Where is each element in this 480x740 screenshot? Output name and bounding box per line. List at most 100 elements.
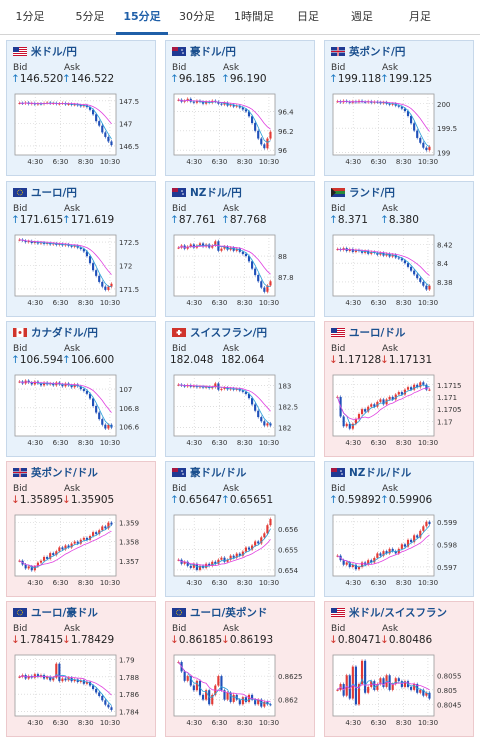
x-tick-label: 8:30 xyxy=(78,158,94,166)
rate-card[interactable]: 米ドル/円 Bid Ask ↑146.520 ↑146.522 147.5 147 146.5… xyxy=(6,40,156,176)
candle-body xyxy=(269,704,272,706)
mini-chart[interactable]: 147.5 147 146.5 4:30 6:30 8:30 10:30 xyxy=(12,91,150,171)
candle-body xyxy=(92,263,95,271)
rate-card[interactable]: 豪ドル/円 Bid Ask ↑96.185 ↑96.190 96.4 96.2 96 4:30 6… xyxy=(165,40,315,176)
candle-body xyxy=(238,699,241,705)
candle-body xyxy=(101,419,104,425)
candle-body xyxy=(110,522,113,525)
rate-card[interactable]: 英ポンド/ドル Bid Ask ↓1.35895 ↓1.35905 1.359 1.358 1… xyxy=(6,461,156,597)
bid-label: Bid xyxy=(331,484,346,494)
mini-chart[interactable]: 183 182.5 182 4:30 6:30 8:30 10:30 xyxy=(171,372,309,452)
candle-body xyxy=(247,111,251,117)
mini-chart[interactable]: 0.8625 0.862 4:30 6:30 8:30 10:30 xyxy=(171,652,309,732)
candle-body xyxy=(400,106,403,109)
ask-label: Ask xyxy=(223,344,240,354)
ask-label: Ask xyxy=(64,344,81,354)
candle-body xyxy=(388,103,391,105)
moving-average-line xyxy=(178,539,271,567)
candle-body xyxy=(410,266,413,271)
mini-chart[interactable]: 1.359 1.358 1.357 4:30 6:30 8:30 10:30 xyxy=(12,512,150,592)
candle-body xyxy=(263,533,266,538)
mini-chart[interactable]: 200 199.5 199 4:30 6:30 8:30 10:30 xyxy=(330,91,468,171)
pair-name[interactable]: カナダドル/円 xyxy=(31,327,98,339)
candle-body xyxy=(183,671,186,681)
mini-chart[interactable]: 0.599 0.598 0.597 4:30 6:30 8:30 10:30 xyxy=(330,512,468,592)
ask-value: ↑8.380 xyxy=(380,214,419,226)
candle-body xyxy=(79,105,82,107)
rate-card[interactable]: NZドル/円 Bid Ask ↑87.761 ↑87.768 88 87.8 4:30 6:30… xyxy=(165,181,315,317)
pair-name[interactable]: ユーロ/豪ドル xyxy=(31,607,98,619)
tab-4[interactable]: 1時間足 xyxy=(234,10,274,23)
ask-label: Ask xyxy=(382,484,399,494)
candle-body xyxy=(73,384,76,388)
candle-body xyxy=(33,566,36,571)
pair-name[interactable]: 英ポンド/円 xyxy=(349,46,406,58)
mini-chart[interactable]: 0.8055 0.805 0.8045 4:30 6:30 8:30 10:30 xyxy=(330,652,468,732)
mini-chart[interactable]: 107 106.8 106.6 4:30 6:30 8:30 10:30 xyxy=(12,372,150,452)
candle-body xyxy=(82,680,85,684)
mini-chart[interactable]: 8.42 8.4 8.38 4:30 6:30 8:30 10:30 xyxy=(330,232,468,312)
rate-card[interactable]: カナダドル/円 Bid Ask ↑106.594 ↑106.600 107 106.8 106… xyxy=(6,321,156,457)
pair-name[interactable]: ランド/円 xyxy=(349,187,395,199)
rate-card[interactable]: スイスフラン/円 Bid Ask 182.048 182.064 183 182.5 182 4… xyxy=(165,321,315,457)
tab-2[interactable]: 15分足 xyxy=(116,0,168,35)
candle-body xyxy=(257,274,260,282)
tab-0[interactable]: 1分足 xyxy=(15,10,45,23)
pair-name[interactable]: 豪ドル/ドル xyxy=(190,467,247,479)
pair-name[interactable]: 豪ドル/円 xyxy=(190,46,236,58)
tab-6[interactable]: 週足 xyxy=(351,10,373,23)
pair-name[interactable]: 米ドル/円 xyxy=(31,46,77,58)
arrow-up-icon: ↑ xyxy=(329,494,338,506)
rate-card[interactable]: ユーロ/豪ドル Bid Ask ↓1.78415 ↓1.78429 1.79 1.788 1.… xyxy=(6,601,156,737)
rate-card[interactable]: 豪ドル/ドル Bid Ask ↑0.65647 ↑0.65651 0.656 0.655 0.… xyxy=(165,461,315,597)
mini-chart[interactable]: 88 87.8 4:30 6:30 8:30 10:30 xyxy=(171,232,309,312)
moving-average-line xyxy=(178,528,271,568)
mini-chart[interactable]: 1.1715 1.171 1.1705 1.17 4:30 6:30 8:30 10:30 xyxy=(330,372,468,452)
candle-body xyxy=(101,526,104,531)
pair-name[interactable]: NZドル/円 xyxy=(190,187,242,199)
pair-name[interactable]: スイスフラン/円 xyxy=(190,327,268,339)
candle-body xyxy=(92,532,95,536)
rate-card[interactable]: ユーロ/ドル Bid Ask ↓1.17128 ↓1.17131 1.1715 1.171 1… xyxy=(324,321,474,457)
pair-name[interactable]: 米ドル/スイスフラン xyxy=(349,607,448,619)
mini-chart[interactable]: 96.4 96.2 96 4:30 6:30 8:30 10:30 xyxy=(171,91,309,171)
y-tick-label: 147 xyxy=(119,120,132,128)
candle-body xyxy=(201,243,205,247)
rate-card[interactable]: ランド/円 Bid Ask ↑8.371 ↑8.380 8.42 8.4 8.38 4:30 6:… xyxy=(324,181,474,317)
pair-name[interactable]: NZドル/ドル xyxy=(349,467,412,479)
candle-body xyxy=(98,121,101,126)
candle-body xyxy=(95,270,98,276)
pair-name[interactable]: ユーロ/ドル xyxy=(349,327,406,339)
candle-body xyxy=(367,686,370,693)
rate-card[interactable]: 米ドル/スイスフラン Bid Ask ↓0.80471 ↓0.80486 0.8055 0.… xyxy=(324,601,474,737)
candle-body xyxy=(388,548,391,554)
mini-chart[interactable]: 172.5 172 171.5 4:30 6:30 8:30 10:30 xyxy=(12,232,150,312)
candle-body xyxy=(403,681,407,687)
candle-body xyxy=(192,563,195,568)
rate-card[interactable]: ユーロ/円 Bid Ask ↑171.615 ↑171.619 172.5 172 171.5… xyxy=(6,181,156,317)
rate-card[interactable]: ユーロ/英ポンド Bid Ask ↓0.86185 ↓0.86193 0.8625 0.86… xyxy=(165,601,315,737)
y-tick-label: 1.17 xyxy=(437,418,453,426)
mini-chart[interactable]: 1.79 1.788 1.786 1.784 4:30 6:30 8:30 10:30 xyxy=(12,652,150,732)
mini-chart[interactable]: 0.656 0.655 0.654 4:30 6:30 8:30 10:30 xyxy=(171,512,309,592)
x-tick-label: 8:30 xyxy=(237,299,253,307)
candle-body xyxy=(391,684,394,690)
tab-5[interactable]: 日足 xyxy=(297,10,319,23)
pair-name[interactable]: ユーロ/英ポンド xyxy=(190,607,268,619)
candle-body xyxy=(269,281,272,286)
pair-name[interactable]: 英ポンド/ドル xyxy=(31,467,98,479)
bid-label: Bid xyxy=(331,63,346,73)
tab-7[interactable]: 月足 xyxy=(409,10,431,23)
candle-body xyxy=(18,381,21,383)
rate-card[interactable]: NZドル/ドル Bid Ask ↑0.59892 ↑0.59906 0.599 0.598 0… xyxy=(324,461,474,597)
tab-3[interactable]: 30分足 xyxy=(179,10,215,23)
rate-card[interactable]: 英ポンド/円 Bid Ask ↑199.118 ↑199.125 200 199.5 199 4… xyxy=(324,40,474,176)
candle-body xyxy=(52,677,55,681)
pair-name[interactable]: ユーロ/円 xyxy=(31,187,77,199)
candle-body xyxy=(247,547,251,550)
candle-body xyxy=(257,699,260,705)
candle-body xyxy=(95,532,98,535)
candle-body xyxy=(360,562,364,567)
candle-body xyxy=(385,551,388,554)
tab-1[interactable]: 5分足 xyxy=(75,10,105,23)
